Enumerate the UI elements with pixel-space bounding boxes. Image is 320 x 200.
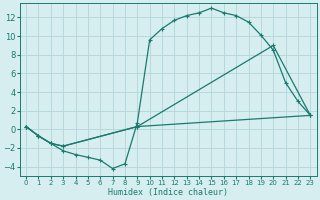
X-axis label: Humidex (Indice chaleur): Humidex (Indice chaleur) [108, 188, 228, 197]
